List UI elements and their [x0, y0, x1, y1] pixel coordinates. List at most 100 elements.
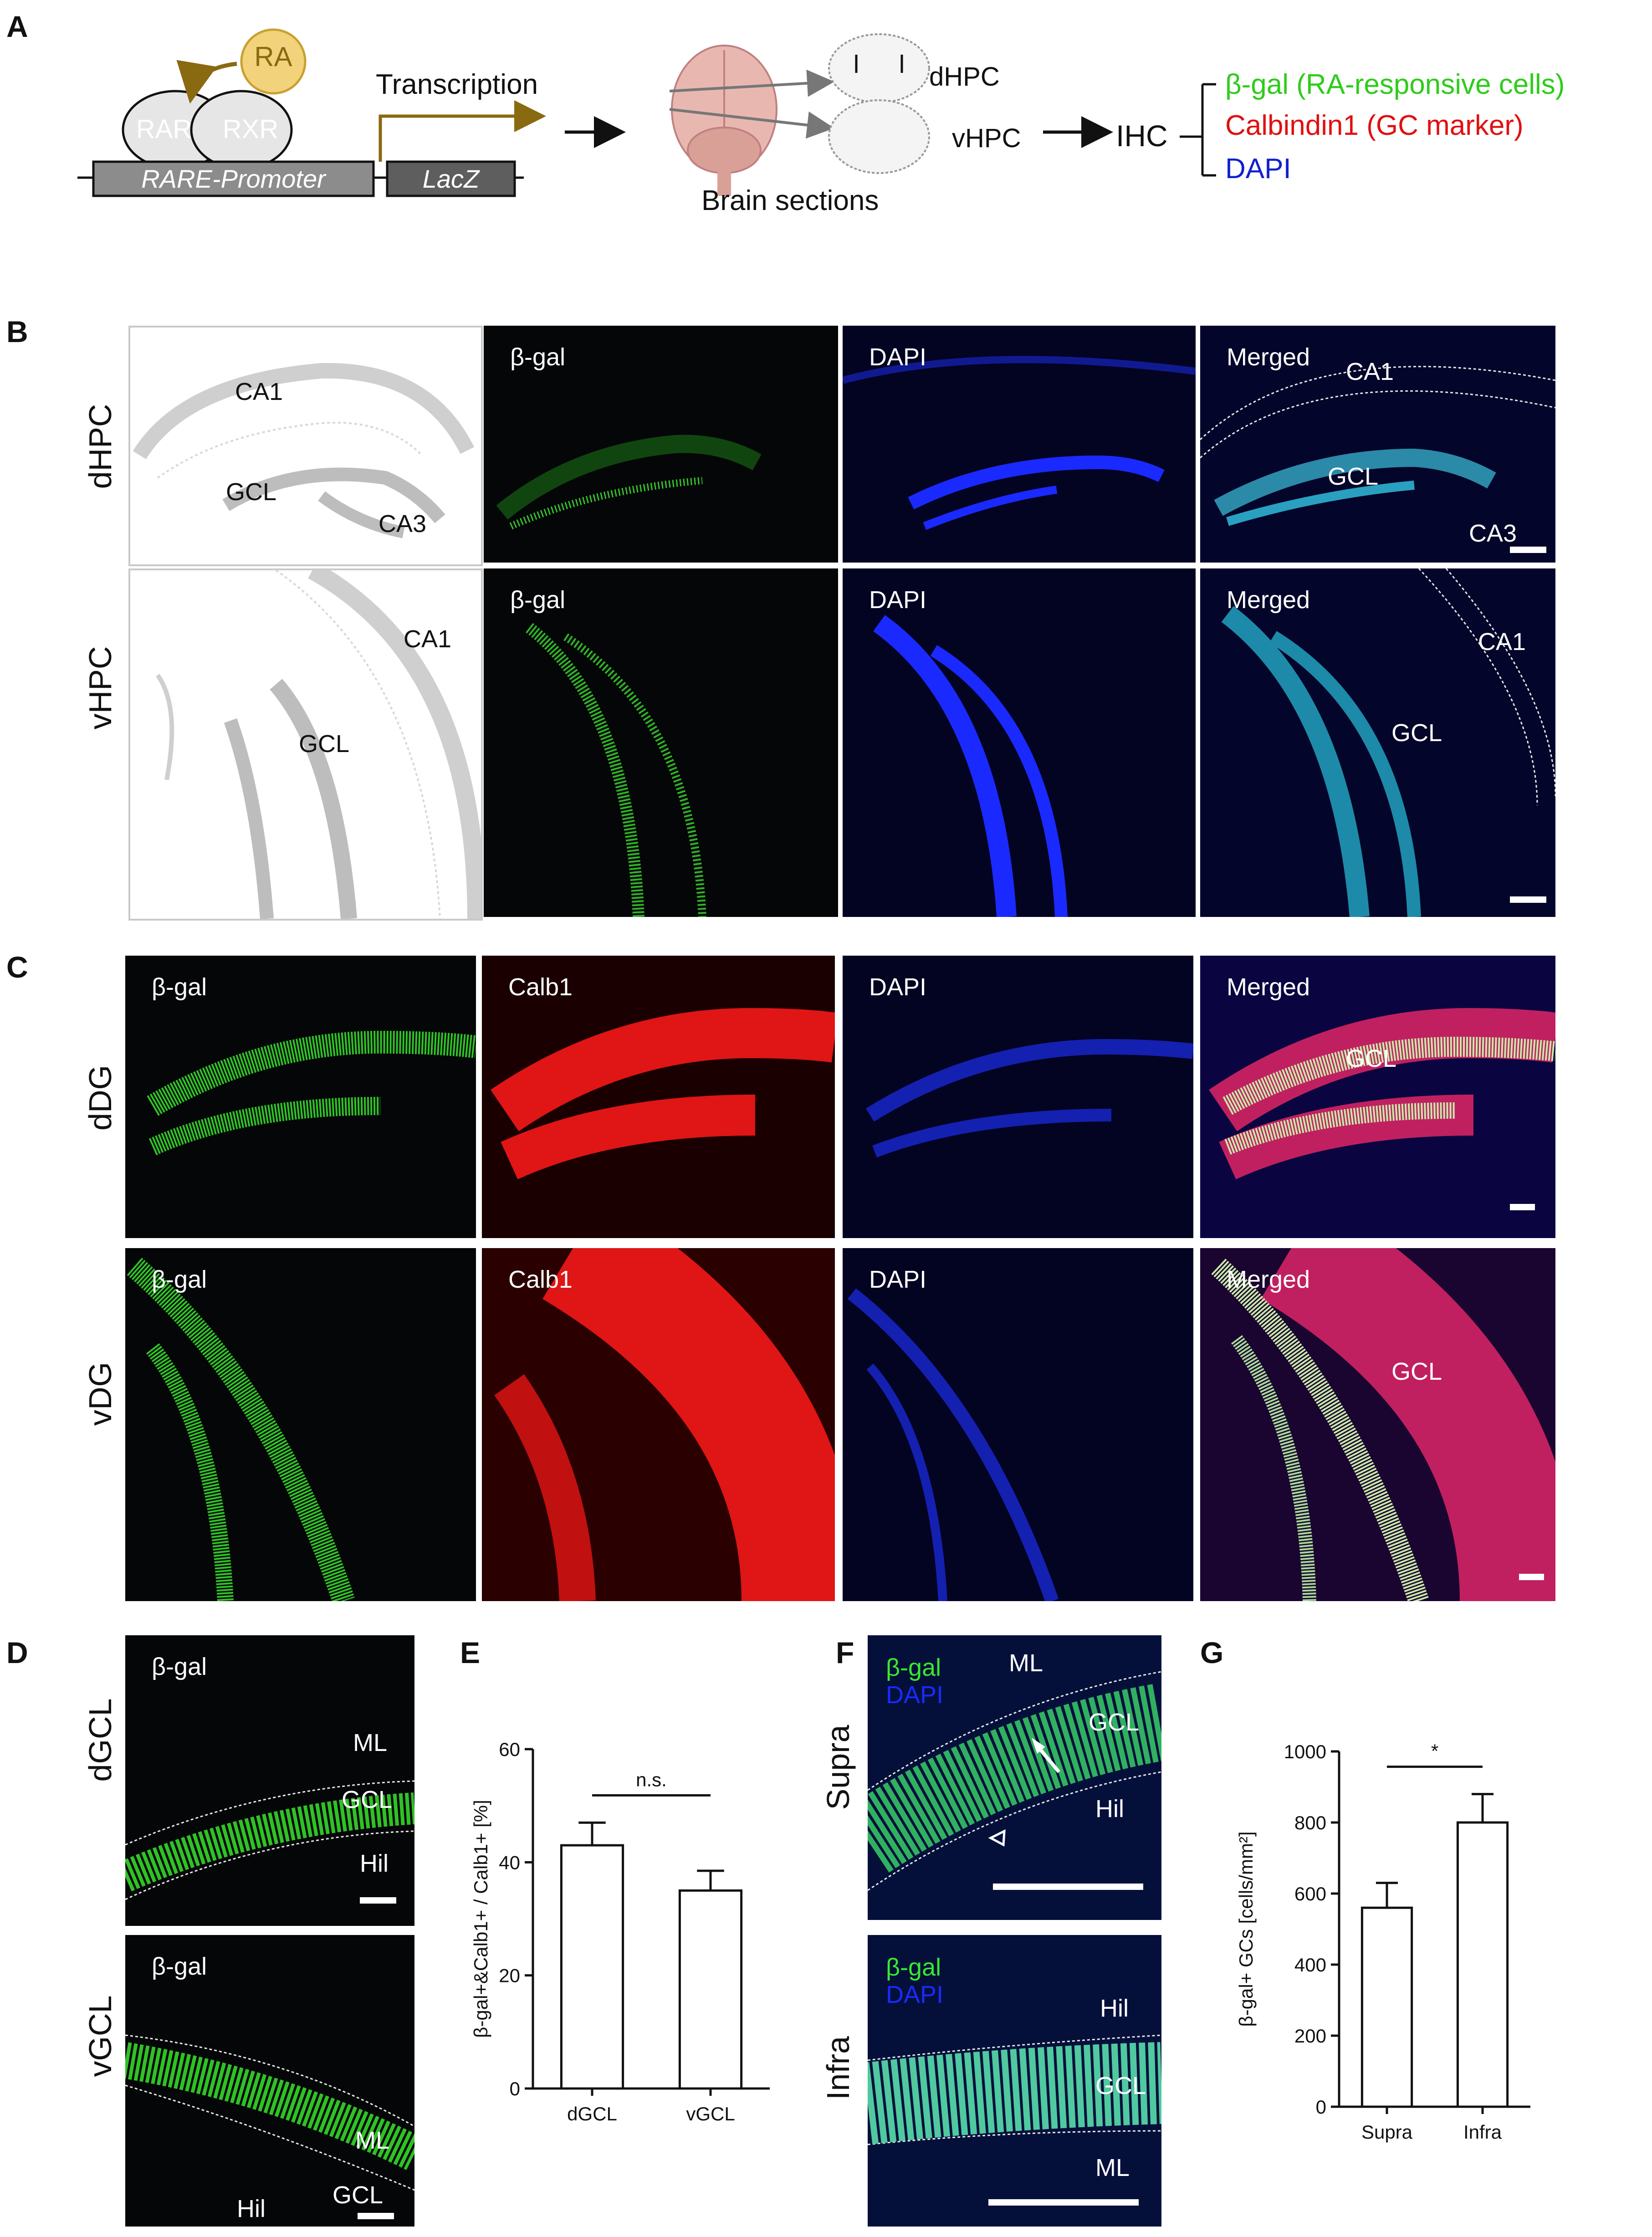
y-tick-label: 400: [1294, 1954, 1326, 1976]
promoter-label: RARE-Promoter: [141, 164, 326, 193]
bar: [1360, 1906, 1413, 2108]
row-label-ddg: dDG: [82, 1065, 118, 1131]
dgcl-bgal-title: β-gal: [152, 1653, 207, 1680]
infra-gcl-label: GCL: [1095, 2072, 1146, 2099]
dhpc-bgal-title: β-gal: [510, 343, 566, 371]
calb-marker-line: Calbindin1 (GC marker): [1225, 110, 1524, 141]
scale-bar: [1519, 1574, 1544, 1580]
y-tick-label: 0: [1316, 2096, 1326, 2118]
bar: [560, 1844, 624, 2090]
ddg-bgal-title: β-gal: [152, 973, 207, 1001]
dgcl-gcl-label: GCL: [342, 1786, 393, 1813]
supra-hil-label: Hil: [1095, 1795, 1124, 1822]
vgcl-bgal-image: β-gal ML GCL Hil: [125, 1935, 414, 2227]
vgcl-hil-label: Hil: [237, 2195, 266, 2222]
panel-label-b: B: [6, 315, 28, 348]
y-tick-label: 600: [1294, 1883, 1326, 1904]
atlas-gcl-label: GCL: [226, 478, 277, 506]
infra-hil-label: Hil: [1100, 1995, 1129, 2022]
infra-ml-label: ML: [1095, 2154, 1130, 2181]
dhpc-label: dHPC: [929, 62, 1000, 92]
infra-bgal-label: β-gal: [886, 1954, 941, 1981]
significance-label: *: [1431, 1740, 1438, 1762]
merged-gcl-label: GCL: [1391, 719, 1442, 747]
panel-a-schematic: [77, 28, 1216, 197]
scale-bar: [988, 2199, 1139, 2206]
atlas-ca1-label: CA1: [235, 378, 283, 405]
y-tick-label: 60: [499, 1739, 520, 1760]
vhpc-dapi-title: DAPI: [869, 586, 927, 614]
scale-bar: [1510, 547, 1546, 553]
merged-gcl-label: GCL: [1391, 1358, 1442, 1385]
scale-bar: [1510, 896, 1546, 903]
vdg-bgal-title: β-gal: [152, 1266, 207, 1293]
merged-gcl-label: GCL: [1346, 1045, 1397, 1072]
merged-ca1-label: CA1: [1346, 358, 1394, 385]
dgcl-bgal-image: β-gal ML GCL Hil: [125, 1635, 414, 1926]
merged-ca3-label: CA3: [1469, 520, 1517, 547]
transcription-label: Transcription: [376, 69, 538, 100]
ddg-bgal-image: β-gal: [125, 956, 476, 1238]
row-label-infra: Infra: [820, 2036, 856, 2100]
vgcl-bgal-title: β-gal: [152, 1953, 207, 1980]
vhpc-bgal-title: β-gal: [510, 586, 566, 614]
vhpc-merged-image: Merged CA1 GCL: [1200, 568, 1555, 917]
chart-e: 0 20 40 60 dGCL vGCL n.s. β-gal+&Calb1+ / Calb1…: [470, 1739, 770, 2124]
x-tick-label: Supra: [1361, 2121, 1413, 2143]
panel-label-e: E: [460, 1636, 481, 1669]
chart-g: 0 200 400 600 800 1000 Supra Infra * β-gal+ GCs […: [1235, 1740, 1530, 2143]
vdg-merged-image: Merged GCL: [1200, 1248, 1555, 1601]
y-tick-label: 20: [499, 1965, 520, 1986]
supra-image: β-gal DAPI ML GCL Hil: [868, 1635, 1161, 1920]
vdg-dapi-title: DAPI: [869, 1266, 927, 1293]
rar-label: RAR: [136, 114, 192, 144]
y-tick-label: 800: [1294, 1812, 1326, 1833]
ddg-merged-image: Merged GCL: [1200, 956, 1555, 1238]
row-label-dhpc: dHPC: [82, 404, 118, 489]
dhpc-bgal-image: β-gal: [484, 326, 838, 563]
y-tick-label: 40: [499, 1852, 520, 1873]
atlas-gcl-label: GCL: [299, 730, 350, 758]
vhpc-bgal-image: β-gal: [484, 568, 838, 917]
dapi-marker-line: DAPI: [1225, 153, 1291, 184]
vhpc-dapi-image: DAPI: [843, 568, 1196, 917]
vhpc-merged-title: Merged: [1227, 586, 1310, 614]
significance-label: n.s.: [636, 1769, 667, 1790]
supra-dapi-label: DAPI: [886, 1681, 944, 1709]
row-label-supra: Supra: [820, 1725, 856, 1810]
dhpc-atlas-drawing: CA1 GCL CA3: [128, 326, 483, 566]
panel-label-d: D: [6, 1636, 28, 1669]
panel-label-a: A: [6, 10, 28, 43]
scale-bar: [360, 1897, 396, 1904]
panel-label-g: G: [1200, 1636, 1224, 1669]
ddg-merged-title: Merged: [1227, 973, 1310, 1001]
vdg-dapi-image: DAPI: [843, 1248, 1193, 1601]
infra-image: β-gal DAPI Hil GCL ML: [868, 1935, 1161, 2227]
vgcl-ml-label: ML: [355, 2127, 390, 2154]
dgcl-ml-label: ML: [353, 1729, 388, 1756]
row-label-vgcl: vGCL: [82, 1995, 118, 2077]
lacz-label: LacZ: [422, 164, 480, 193]
supra-gcl-label: GCL: [1089, 1709, 1140, 1736]
x-tick-label: Infra: [1463, 2121, 1502, 2143]
scale-bar: [993, 1884, 1143, 1890]
vgcl-gcl-label: GCL: [332, 2181, 384, 2209]
vdg-calb1-image: Calb1: [482, 1248, 835, 1601]
ddg-calb1-image: Calb1: [482, 956, 835, 1238]
atlas-ca1-label: CA1: [404, 625, 452, 653]
bar: [678, 1889, 743, 2090]
ihc-label: IHC: [1116, 119, 1168, 153]
supra-bgal-label: β-gal: [886, 1654, 941, 1681]
y-tick-label: 0: [510, 2078, 520, 2099]
vdg-merged-title: Merged: [1227, 1266, 1310, 1293]
dgcl-hil-label: Hil: [360, 1850, 389, 1877]
dhpc-dapi-image: DAPI: [843, 326, 1196, 563]
merged-gcl-label: GCL: [1328, 463, 1379, 490]
vdg-bgal-image: β-gal: [125, 1248, 476, 1601]
vhpc-atlas-drawing: CA1 GCL: [128, 568, 483, 921]
row-label-vdg: vDG: [82, 1362, 118, 1426]
y-tick-label: 200: [1294, 2025, 1326, 2047]
dhpc-dapi-title: DAPI: [869, 343, 927, 371]
panel-label-c: C: [6, 950, 28, 984]
ra-label: RA: [254, 41, 292, 72]
